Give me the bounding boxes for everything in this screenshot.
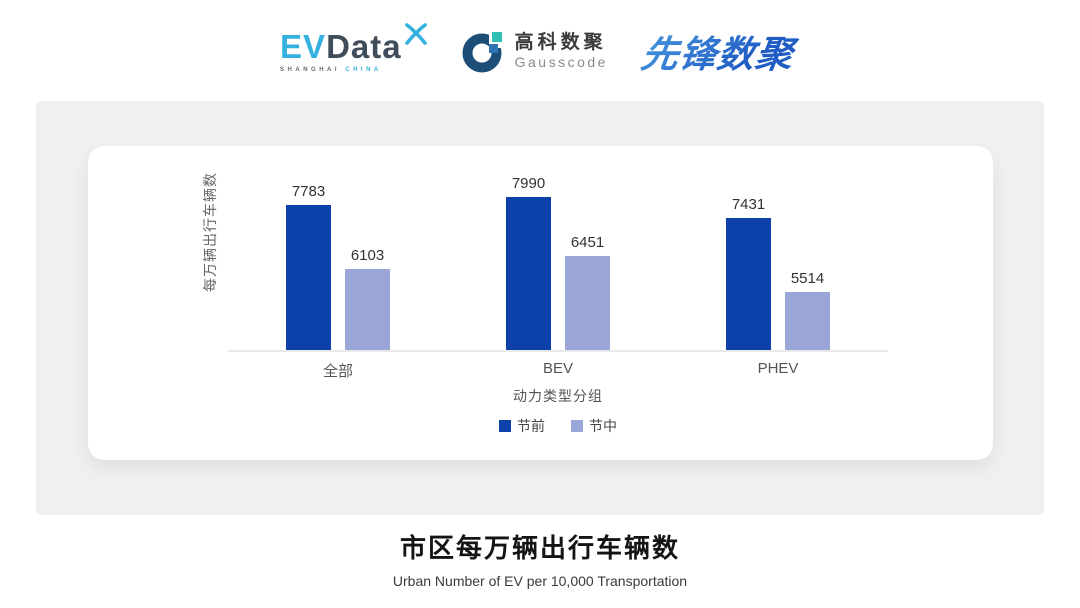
footer: 市区每万辆出行车辆数 Urban Number of EV per 10,000… [0, 528, 1080, 589]
page-title: 市区每万辆出行车辆数 [399, 533, 680, 563]
bar-value-label: 7783 [291, 183, 326, 200]
evdata-logo-ev: EV [280, 27, 327, 65]
page-subtitle: Urban Number of EV per 10,000 Transporta… [392, 573, 688, 589]
evdata-logo-subtext: SHANGHAI CHINA [280, 66, 382, 73]
gausscode-logo: 高科数聚 Gausscode [462, 29, 608, 73]
gausscode-en-label: Gausscode [514, 53, 608, 70]
bar-wrap: 6451 [565, 234, 610, 350]
plot-area: 7783 6103 7990 6451 7431 5514 [228, 159, 888, 352]
category-label-PHEV: PHEV [757, 360, 799, 377]
bar-wrap: 7783 [286, 183, 331, 350]
header-logo-row: EV Data SHANGHAI CHINA 高科数聚 Gausscode [0, 18, 1080, 84]
legend-swatch-icon [571, 420, 583, 432]
bar-group-PHEV: 7431 5514 [668, 159, 888, 350]
category-label-BEV: BEV [542, 360, 573, 377]
legend-label: 节中 [589, 418, 617, 434]
legend: 节前 节中 [228, 416, 888, 436]
legend-item-节中: 节中 [571, 416, 617, 436]
legend-item-节前: 节前 [499, 416, 545, 436]
bar-wrap: 5514 [785, 270, 830, 350]
bar-value-label: 7990 [511, 175, 546, 192]
evdata-spark-icon [404, 22, 427, 45]
category-axis: 全部 BEV PHEV [228, 360, 888, 381]
chart-card: 每万辆出行车辆数 7783 6103 7990 6451 7431 5514 全部 BEV P… [88, 146, 993, 460]
bar-value-label: 5514 [790, 270, 825, 287]
category-label-全部: 全部 [322, 363, 353, 380]
evdata-logo: EV Data SHANGHAI CHINA [280, 22, 428, 73]
legend-label: 节前 [517, 418, 545, 434]
bar-节前-全部 [286, 205, 331, 350]
bar-wrap: 7990 [506, 175, 551, 350]
y-axis-label: 每万辆出行车辆数 [202, 172, 218, 292]
bar-节前-PHEV [726, 218, 771, 350]
bar-节中-PHEV [785, 292, 830, 350]
bar-group-BEV: 7990 6451 [448, 159, 668, 350]
bar-节中-全部 [345, 269, 390, 350]
chart-panel: 每万辆出行车辆数 7783 6103 7990 6451 7431 5514 全部 BEV P… [36, 101, 1044, 515]
x-axis-label: 动力类型分组 [513, 388, 603, 404]
gausscode-cn-label: 高科数聚 [514, 31, 607, 53]
bar-wrap: 6103 [345, 247, 390, 350]
bar-节前-BEV [506, 197, 551, 350]
legend-swatch-icon [499, 420, 511, 432]
bar-value-label: 6103 [350, 247, 385, 264]
bar-wrap: 7431 [726, 196, 771, 350]
bar-group-全部: 7783 6103 [228, 159, 448, 350]
pioneer-logo: 先锋数聚 [638, 24, 804, 78]
bar-value-label: 7431 [731, 196, 766, 213]
bar-节中-BEV [565, 256, 610, 350]
bar-value-label: 6451 [570, 234, 605, 251]
evdata-logo-data: Data [326, 27, 402, 65]
gausscode-g-icon [462, 29, 506, 73]
